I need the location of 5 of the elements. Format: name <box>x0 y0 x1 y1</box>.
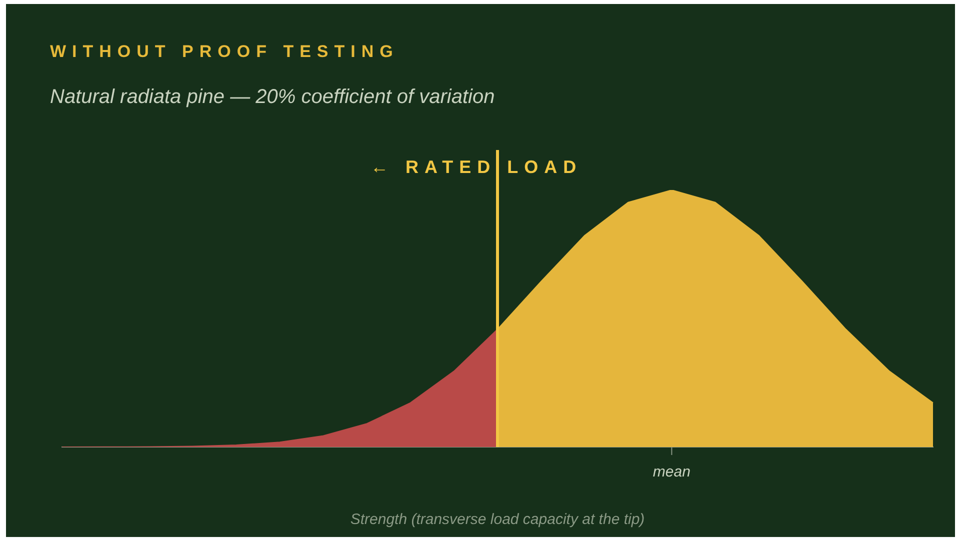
chart-subtitle: Natural radiata pine — 20% coefficient of variation <box>50 86 495 109</box>
x-axis-title: Strength (transverse load capacity at the tip) <box>350 511 645 528</box>
chart-title: WITHOUT PROOF TESTING <box>50 42 399 62</box>
text: ← RATED LOAD <box>370 156 582 177</box>
text: mean <box>652 464 690 481</box>
